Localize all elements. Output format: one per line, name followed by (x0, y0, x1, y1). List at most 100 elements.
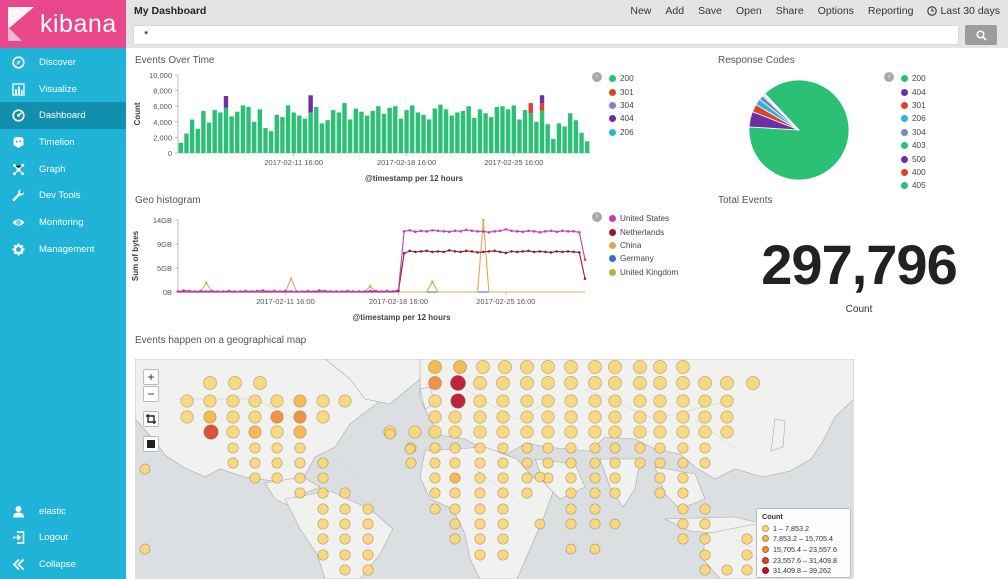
search-input[interactable]: * (133, 25, 959, 45)
legend-dot (609, 75, 616, 83)
bar-200 (246, 106, 251, 153)
point-netherlands (436, 250, 440, 253)
bar-200 (212, 110, 217, 153)
legend-item[interactable]: 400 (901, 166, 926, 179)
legend-item[interactable]: United States (609, 212, 678, 225)
legend-item[interactable]: United Kingdom (609, 266, 678, 279)
query-bar: * (126, 22, 1008, 48)
legend-item[interactable]: 404 (901, 85, 926, 98)
legend-item[interactable]: China (609, 239, 678, 252)
legend-dot (609, 255, 616, 263)
legend-item[interactable]: 206 (609, 126, 634, 139)
map-marker (521, 487, 533, 499)
map-marker (653, 410, 667, 424)
map-marker (271, 472, 283, 484)
legend-item[interactable]: 500 (901, 152, 926, 165)
map-marker (139, 543, 151, 555)
sidebar-item-logout[interactable]: Logout (0, 525, 126, 552)
bar-200 (517, 119, 522, 153)
sidebar-item-dashboard[interactable]: Dashboard (0, 102, 126, 130)
point-united-states (193, 290, 197, 293)
menu-new[interactable]: New (630, 5, 652, 17)
graph-icon (12, 163, 25, 176)
legend-item[interactable]: Netherlands (609, 225, 678, 238)
legend-toggle-icon[interactable]: › (592, 72, 602, 82)
sidebar-item-management[interactable]: Management (0, 236, 126, 263)
legend-dot (901, 115, 908, 123)
fit-bounds-button[interactable] (143, 436, 159, 452)
land-greenland (324, 359, 426, 405)
sidebar-item-timelion[interactable]: Timelion (0, 129, 126, 156)
sidebar-item-discover[interactable]: Discover (0, 49, 126, 76)
geo-map[interactable]: + − Count 1 – 7,853.2 7,853.2 – 15,705.4… (135, 359, 854, 579)
point-united-states (464, 228, 468, 232)
bar-200 (472, 117, 477, 153)
time-picker[interactable]: Last 30 days (927, 5, 1000, 17)
map-marker (653, 394, 667, 408)
legend-item[interactable]: 403 (901, 139, 926, 152)
legend-item[interactable]: Germany (609, 252, 678, 265)
map-marker (565, 487, 577, 499)
sidebar-item-collapse[interactable]: Collapse (0, 551, 126, 578)
menu-share[interactable]: Share (775, 5, 804, 17)
map-marker (698, 376, 712, 390)
panel-title-response-codes: Response Codes (718, 55, 795, 66)
map-marker (496, 410, 510, 424)
sidebar-item-user[interactable]: elastic (0, 498, 126, 525)
sidebar-item-label: elastic (39, 505, 66, 517)
point-united-states (527, 229, 530, 233)
search-button[interactable] (965, 25, 997, 45)
bar-200 (573, 120, 579, 153)
total-events-label: Count (845, 304, 873, 315)
menu-open[interactable]: Open (736, 5, 762, 17)
legend-item[interactable]: 206 (901, 112, 926, 125)
legend-item[interactable]: 405 (901, 179, 926, 192)
point-united-states (470, 229, 474, 233)
line-china (178, 219, 585, 293)
bar-200 (579, 132, 584, 153)
legend-dot (901, 168, 908, 176)
y-tick-label: 14GB (153, 216, 172, 225)
point-united-states (544, 230, 547, 233)
menu-options[interactable]: Options (817, 5, 854, 17)
sidebar-item-graph[interactable]: Graph (0, 156, 126, 183)
zoom-out-button[interactable]: − (143, 386, 159, 402)
menu-reporting[interactable]: Reporting (867, 5, 914, 17)
legend-dot (901, 88, 908, 96)
y-tick-label: 5GB (157, 264, 172, 273)
legend-item[interactable]: 301 (609, 85, 634, 98)
zoom-in-button[interactable]: + (143, 369, 159, 385)
legend-item[interactable]: 301 (901, 99, 926, 112)
map-marker (564, 394, 578, 408)
sidebar-item-monitoring[interactable]: Monitoring (0, 209, 126, 236)
legend-label: Netherlands (620, 227, 665, 237)
point-netherlands (408, 249, 412, 253)
legend-item[interactable]: 200 (609, 72, 634, 85)
map-marker (698, 394, 712, 408)
kibana-logo[interactable]: kibana (0, 0, 126, 48)
point-united-states (221, 290, 225, 293)
point-united-states (216, 290, 219, 293)
legend-item[interactable]: 304 (901, 126, 926, 139)
map-marker (317, 503, 329, 515)
point-netherlands (578, 251, 581, 254)
sidebar-item-dev-tools[interactable]: Dev Tools (0, 182, 126, 209)
draw-rectangle-button[interactable] (143, 411, 159, 427)
bar-200 (263, 128, 268, 153)
y-tick-label: 2,000 (153, 133, 172, 142)
map-marker (449, 442, 461, 454)
legend-toggle-icon[interactable]: › (884, 72, 894, 82)
square-icon (147, 440, 155, 448)
point-united-states (368, 289, 372, 293)
legend-toggle-icon[interactable]: › (592, 212, 602, 222)
sidebar-item-visualize[interactable]: Visualize (0, 76, 126, 103)
legend-item[interactable]: 404 (609, 112, 634, 125)
point-netherlands (476, 251, 479, 254)
legend-item[interactable]: 304 (609, 99, 634, 112)
point-netherlands (572, 250, 575, 254)
legend-item[interactable]: 200 (901, 72, 926, 85)
menu-add[interactable]: Add (665, 5, 685, 17)
bar-200 (426, 119, 432, 153)
menu-save[interactable]: Save (698, 5, 723, 17)
map-marker (741, 533, 753, 545)
